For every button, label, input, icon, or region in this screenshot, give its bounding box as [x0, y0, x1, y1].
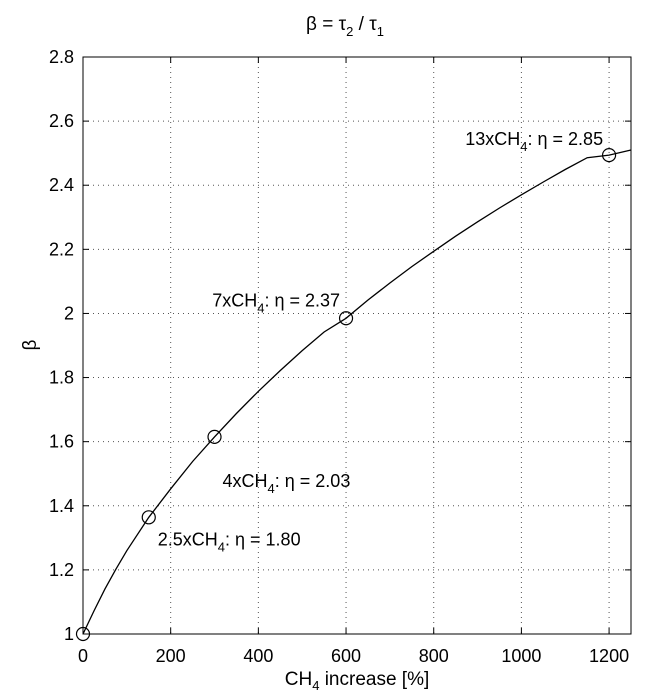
x-tick-label: 1000: [501, 646, 541, 666]
y-tick-label: 2: [64, 303, 74, 323]
x-tick-label: 0: [78, 646, 88, 666]
x-tick-label: 200: [156, 646, 186, 666]
plot-area: [75, 147, 632, 642]
chart-title: β = τ2 / τ1: [306, 14, 384, 39]
data-point-marker: [338, 311, 354, 326]
point-annotation: 4xCH4: η = 2.03: [223, 471, 351, 496]
y-tick-label: 1.2: [49, 560, 74, 580]
y-tick-label: 1.6: [49, 432, 74, 452]
x-tick-label: 1200: [589, 646, 629, 666]
axes-box: [82, 56, 632, 635]
x-axis-label: CH4 increase [%]: [285, 669, 430, 691]
point-annotation: 2.5xCH4: η = 1.80: [158, 529, 301, 554]
y-tick-label: 2.2: [49, 239, 74, 259]
y-tick-label: 1.8: [49, 368, 74, 388]
y-tick-label: 2.8: [49, 47, 74, 67]
point-annotation: 7xCH4: η = 2.37: [212, 290, 340, 315]
data-point-marker: [601, 147, 617, 163]
annotations: 2.5xCH4: η = 1.80 4xCH4: η = 2.03 7xCH4: η…: [158, 129, 603, 554]
x-tick-label: 400: [243, 646, 273, 666]
fitted-curve: [82, 149, 632, 635]
tick-labels: 0 200 400 600 800 1000 1200 1 1.2 1.4 1.6 1.8 2 2.2 2.…: [49, 47, 629, 666]
point-annotation: 13xCH4: η = 2.85: [465, 129, 603, 154]
y-tick-label: 2.4: [49, 175, 74, 195]
data-point-marker: [141, 510, 156, 525]
x-tick-label: 800: [419, 646, 449, 666]
y-tick-label: 2.6: [49, 111, 74, 131]
y-tick-label: 1.4: [49, 496, 74, 516]
y-tick-label: 1: [64, 624, 74, 644]
data-point-marker: [207, 429, 222, 444]
y-axis-label: β: [20, 339, 41, 350]
x-tick-label: 600: [331, 646, 361, 666]
